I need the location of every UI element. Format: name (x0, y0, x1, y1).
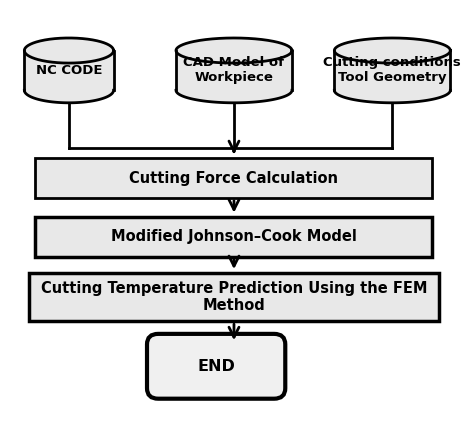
Text: Modified Johnson–Cook Model: Modified Johnson–Cook Model (111, 229, 357, 244)
Text: Cutting Temperature Prediction Using the FEM
Method: Cutting Temperature Prediction Using the… (41, 281, 427, 314)
Bar (36, 158, 432, 198)
Polygon shape (334, 51, 450, 90)
Text: END: END (197, 359, 235, 374)
Bar (36, 217, 432, 256)
Polygon shape (24, 51, 114, 90)
Ellipse shape (24, 38, 114, 63)
Polygon shape (176, 51, 292, 90)
Text: Cutting conditions
Tool Geometry: Cutting conditions Tool Geometry (323, 56, 461, 84)
Ellipse shape (334, 78, 450, 103)
Ellipse shape (334, 38, 450, 63)
Text: NC CODE: NC CODE (36, 64, 102, 77)
Text: Cutting Force Calculation: Cutting Force Calculation (129, 171, 338, 186)
Text: CAD Model of
Workpiece: CAD Model of Workpiece (183, 56, 284, 84)
FancyBboxPatch shape (147, 334, 285, 399)
Ellipse shape (176, 78, 292, 103)
Ellipse shape (24, 78, 114, 103)
Bar (29, 273, 439, 321)
Ellipse shape (176, 38, 292, 63)
